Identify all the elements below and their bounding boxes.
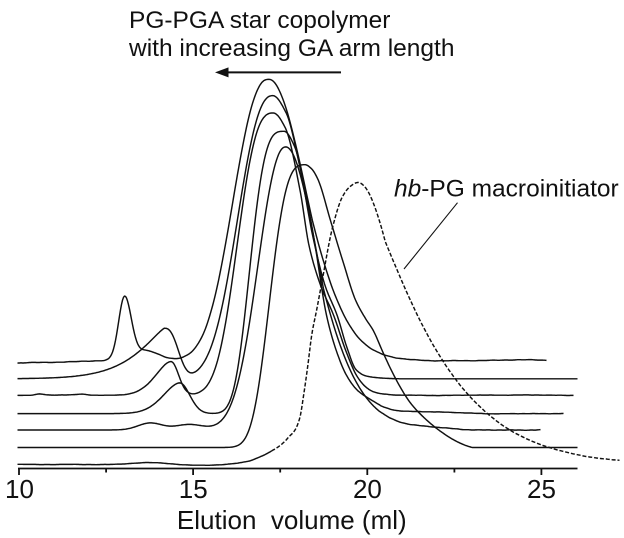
svg-text:10: 10 [5, 474, 34, 504]
svg-text:hb-PG macroinitiator: hb-PG macroinitiator [394, 176, 619, 203]
svg-text:25: 25 [527, 474, 556, 504]
svg-text:with increasing GA arm length: with increasing GA arm length [128, 35, 454, 62]
svg-text:20: 20 [353, 474, 382, 504]
svg-text:Elution volume (ml): Elution volume (ml) [177, 505, 407, 535]
svg-text:PG-PGA star copolymer: PG-PGA star copolymer [129, 7, 390, 34]
svg-text:15: 15 [179, 474, 208, 504]
